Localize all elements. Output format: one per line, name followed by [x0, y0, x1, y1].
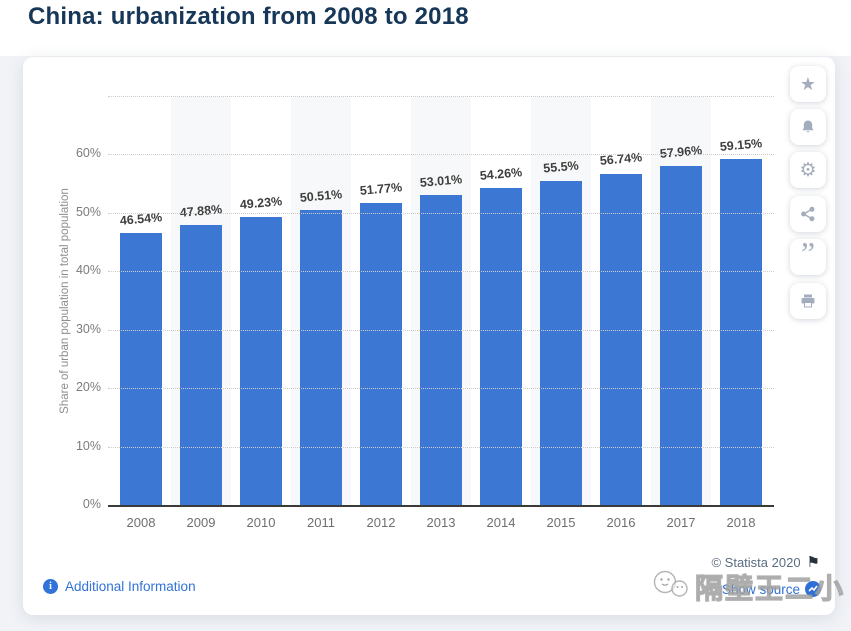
notification-bell-icon — [800, 119, 816, 135]
y-tick-label: 20% — [75, 380, 101, 395]
share-button[interactable] — [790, 196, 826, 232]
bar-columns: 46.54% 2008 47.88% 2009 49.23% 2010 50.51% 2011… — [111, 96, 771, 530]
chart-bar — [480, 188, 522, 505]
y-tick-label: 0% — [82, 497, 101, 511]
favorite-star-button[interactable]: ★ — [790, 66, 826, 102]
chart-column: 50.51% 2011 — [291, 96, 351, 530]
chart-column: 55.5% 2015 — [531, 96, 591, 530]
favorite-star-icon: ★ — [799, 74, 817, 94]
chart-card: Share of urban population in total popul… — [23, 57, 844, 615]
chart-column: 59.15% 2018 — [711, 96, 771, 530]
gridline — [108, 154, 774, 156]
x-tick-label: 2008 — [126, 515, 156, 530]
print-button[interactable] — [790, 283, 826, 319]
gridline — [108, 271, 774, 273]
x-tick-label: 2015 — [546, 515, 576, 530]
chart-bar — [540, 180, 582, 505]
gridline — [108, 329, 774, 331]
chart-column: 46.54% 2008 — [111, 96, 171, 530]
plot-area: Share of urban population in total popul… — [59, 96, 774, 530]
chart-bar — [360, 202, 402, 505]
chart-column: 47.88% 2009 — [171, 96, 231, 530]
report-flag-icon[interactable]: ⚑ — [806, 554, 820, 571]
y-tick-label: 60% — [75, 146, 101, 161]
chart-bar — [120, 233, 162, 505]
x-tick-label: 2016 — [606, 515, 636, 530]
x-tick-label: 2012 — [366, 515, 396, 530]
info-icon: i — [43, 579, 58, 594]
bar-value-label: 59.15% — [719, 136, 763, 155]
settings-gear-icon: ⚙ — [799, 159, 817, 181]
chart-bar — [180, 225, 222, 505]
chart-column: 54.26% 2014 — [471, 96, 531, 530]
y-tick-label: 50% — [75, 204, 101, 219]
gridline — [108, 96, 774, 97]
notification-bell-button[interactable] — [790, 109, 826, 145]
x-tick-label: 2017 — [666, 515, 696, 530]
y-tick-label: 10% — [75, 438, 101, 453]
page-header-band — [0, 0, 851, 56]
chart-column: 56.74% 2016 — [591, 96, 651, 530]
copyright-row: © Statista 2020 ⚑ — [711, 555, 820, 570]
x-axis-line — [108, 505, 774, 507]
x-tick-label: 2013 — [426, 515, 456, 530]
x-tick-label: 2018 — [726, 515, 756, 530]
chart-bar — [660, 166, 702, 505]
x-tick-label: 2009 — [186, 515, 216, 530]
cite-quote-icon: ” — [800, 235, 816, 271]
cite-quote-button[interactable]: ” — [790, 235, 826, 275]
gridline — [108, 212, 774, 214]
additional-information-link[interactable]: i Additional Information — [43, 579, 196, 594]
chart-bar — [420, 195, 462, 505]
share-icon — [800, 206, 816, 222]
chart-bar — [600, 173, 642, 505]
chart-bar — [720, 159, 762, 505]
x-tick-label: 2011 — [307, 515, 335, 530]
x-tick-label: 2014 — [486, 515, 516, 530]
chart-column: 51.77% 2012 — [351, 96, 411, 530]
chart-bar — [240, 217, 282, 505]
y-tick-label: 30% — [75, 321, 101, 336]
y-tick-label: 40% — [75, 263, 101, 278]
show-source-label: Show source — [721, 581, 800, 597]
x-tick-label: 2010 — [246, 515, 276, 530]
settings-gear-button[interactable]: ⚙ — [790, 152, 826, 188]
gridline — [108, 388, 774, 390]
source-chart-icon — [805, 581, 821, 597]
chart-bar — [300, 209, 342, 505]
chart-column: 53.01% 2013 — [411, 96, 471, 530]
gridline — [108, 446, 774, 448]
copyright-text: © Statista 2020 — [711, 555, 801, 570]
additional-information-label: Additional Information — [65, 579, 196, 594]
print-icon — [800, 293, 816, 309]
chart-column: 57.96% 2017 — [651, 96, 711, 530]
wechat-sketch-icon — [652, 569, 690, 606]
page-title: China: urbanization from 2008 to 2018 — [28, 3, 469, 30]
chart-column: 49.23% 2010 — [231, 96, 291, 530]
show-source-link[interactable]: Show source — [722, 581, 821, 597]
